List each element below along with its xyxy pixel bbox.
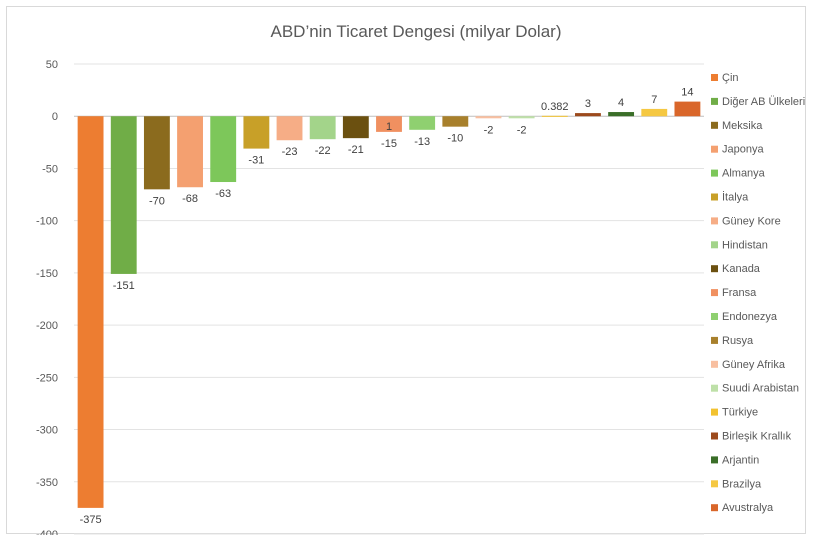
legend-label: Avustralya xyxy=(722,502,774,514)
bar-chart: ABD’nin Ticaret Dengesi (milyar Dolar) 5… xyxy=(36,22,805,535)
legend-swatch xyxy=(711,121,718,129)
data-label: 4 xyxy=(618,97,624,109)
data-label: -2 xyxy=(484,124,494,136)
data-label: -21 xyxy=(348,144,364,156)
data-label: -23 xyxy=(282,146,298,158)
chart-title: ABD’nin Ticaret Dengesi (milyar Dolar) xyxy=(271,22,562,41)
data-label: -70 xyxy=(149,195,165,207)
legend-label: Türkiye xyxy=(722,407,758,419)
legend-swatch xyxy=(711,313,718,320)
legend-label: Japonya xyxy=(722,144,764,156)
data-label: -151 xyxy=(113,280,135,292)
legend-swatch xyxy=(711,360,718,368)
legend-label: Suudi Arabistan xyxy=(722,383,799,395)
legend-swatch xyxy=(711,456,718,464)
bar xyxy=(276,116,303,141)
bar xyxy=(508,116,535,119)
data-label: 14 xyxy=(681,87,693,99)
legend-label: Birleşik Krallık xyxy=(722,431,792,443)
y-tick-label: -150 xyxy=(36,268,58,280)
chart-frame: ABD’nin Ticaret Dengesi (milyar Dolar) 5… xyxy=(6,6,806,535)
legend-label: Hindistan xyxy=(722,239,768,251)
data-label: -15 xyxy=(381,138,397,150)
data-label: 0.382 xyxy=(541,101,569,113)
bar xyxy=(608,112,635,117)
bar xyxy=(541,115,568,117)
legend-swatch xyxy=(711,97,718,105)
y-tick-label: -300 xyxy=(36,425,58,437)
legend-label: Brazilya xyxy=(722,478,762,490)
bar xyxy=(442,116,469,127)
bar xyxy=(110,116,137,274)
data-label: -68 xyxy=(182,193,198,205)
legend-swatch xyxy=(711,480,718,488)
bar xyxy=(342,116,369,139)
bar xyxy=(77,116,104,508)
legend-label: Diğer AB Ülkeleri xyxy=(722,96,805,108)
y-tick-label: -200 xyxy=(36,320,58,332)
y-tick-label: -400 xyxy=(36,529,58,535)
data-label: -10 xyxy=(447,133,463,145)
legend-swatch xyxy=(711,504,718,512)
legend-swatch xyxy=(711,241,718,249)
gridlines: 50 0 -50 -100 -150 -200 -250 -300 -350 -400 xyxy=(36,59,704,535)
data-label: -31 xyxy=(248,155,264,167)
bar xyxy=(376,116,402,132)
y-tick-label: -100 xyxy=(36,216,58,228)
legend-swatch xyxy=(711,408,718,416)
bars xyxy=(77,101,701,508)
legend-swatch xyxy=(711,74,718,81)
legend-label: Arjantin xyxy=(722,454,759,466)
data-label: -13 xyxy=(414,136,430,148)
legend-swatch xyxy=(711,193,718,201)
bar xyxy=(641,108,668,117)
bar xyxy=(409,116,436,130)
legend-label: Çin xyxy=(722,72,739,84)
legend-label: Güney Afrika xyxy=(722,359,786,371)
annotation-label: 1 xyxy=(386,121,392,133)
y-tick-label: -350 xyxy=(36,477,58,489)
data-labels: -375-151-70 -68 -63-31-23 -22 -21-15 -13 -10-2… xyxy=(80,87,694,526)
legend-swatch xyxy=(711,432,718,440)
bar xyxy=(575,113,601,117)
bar xyxy=(143,116,170,190)
legend-label: Endonezya xyxy=(722,311,778,323)
bar xyxy=(475,116,502,119)
data-label: -22 xyxy=(315,145,331,157)
data-label: 7 xyxy=(651,94,657,106)
data-label: -63 xyxy=(215,188,231,200)
bar xyxy=(243,116,270,149)
legend-label: Fransa xyxy=(722,287,757,299)
data-label: -2 xyxy=(517,124,527,136)
legend-label: Kanada xyxy=(722,263,761,275)
legend-label: Almanya xyxy=(722,168,766,180)
legend-swatch xyxy=(711,217,718,225)
y-tick-label: 50 xyxy=(46,59,58,71)
legend-label: Güney Kore xyxy=(722,215,781,227)
data-label: -375 xyxy=(80,514,102,526)
legend: Çin Diğer AB Ülkeleri Meksika Japonya Almany… xyxy=(711,72,805,514)
legend-label: Rusya xyxy=(722,335,754,347)
bar xyxy=(674,101,701,117)
y-tick-label: -250 xyxy=(36,372,58,384)
legend-label: Meksika xyxy=(722,120,763,132)
data-label: 3 xyxy=(585,98,591,110)
legend-swatch xyxy=(711,289,718,297)
legend-swatch xyxy=(711,265,718,273)
y-tick-label: 0 xyxy=(52,111,58,123)
legend-swatch xyxy=(711,336,718,344)
bar xyxy=(309,116,336,140)
legend-swatch xyxy=(711,169,718,177)
bar xyxy=(210,116,237,183)
y-tick-label: -50 xyxy=(42,163,58,175)
bar xyxy=(177,116,203,188)
legend-label: İtalya xyxy=(722,191,749,204)
legend-swatch xyxy=(711,145,718,153)
legend-swatch xyxy=(711,384,718,392)
